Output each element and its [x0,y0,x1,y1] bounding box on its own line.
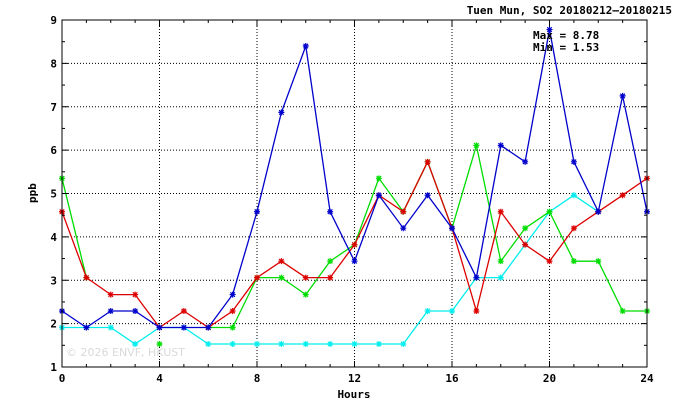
data-point [570,192,577,199]
data-point [546,26,553,33]
data-point [595,208,602,215]
data-point [619,192,626,199]
data-point [229,291,236,298]
data-point [473,308,480,315]
data-point [229,341,236,348]
data-point [497,274,504,281]
data-point [375,192,382,199]
chart-title: Tuen Mun, SO2 20180212–20180215 [467,4,672,17]
y-tick-label: 9 [50,14,57,27]
data-point [546,208,553,215]
data-point [449,308,455,315]
x-axis-label: Hours [337,388,370,401]
y-tick-label: 3 [50,274,57,287]
data-point [83,274,90,281]
data-point [229,308,236,315]
max-label: Max = 8.78 [533,29,599,42]
data-point [473,274,480,281]
data-point [351,258,358,265]
y-tick-label: 7 [50,101,57,114]
x-tick-label: 20 [543,372,556,385]
data-point [400,341,407,348]
data-point [180,308,187,315]
y-tick-label: 5 [50,188,57,201]
data-point [302,274,309,281]
data-point [107,308,114,315]
data-point [375,175,382,182]
x-tick-label: 12 [348,372,361,385]
data-point [570,258,577,265]
data-point [278,341,285,348]
series-layer [59,26,650,348]
data-point [278,258,285,265]
y-tick-label: 4 [50,231,57,244]
y-tick-label: 8 [50,57,57,70]
data-point [375,341,382,348]
data-point [205,341,212,348]
data-point [595,258,602,265]
x-tick-label: 0 [59,372,66,385]
data-point [254,208,260,215]
x-tick-label: 16 [445,372,459,385]
data-point [424,192,431,199]
series-1 [59,158,650,331]
y-tick-label: 1 [50,361,57,374]
series-line [62,194,599,345]
series-line [61,178,88,278]
data-point [132,341,139,348]
y-tick-label: 6 [50,144,57,157]
data-point [497,208,504,215]
data-point [424,158,431,165]
data-point [278,274,285,281]
data-point [180,324,187,331]
data-point [156,341,163,348]
data-point [327,258,334,265]
data-point [351,241,358,248]
data-point [327,274,334,281]
data-point [132,308,139,315]
data-point [546,258,553,265]
data-point [424,308,431,315]
data-point [83,324,90,331]
data-point [619,92,626,99]
data-point [278,109,285,116]
min-label: Min = 1.53 [533,41,599,54]
data-point [254,341,260,348]
x-tick-label: 4 [156,372,163,385]
data-point [400,225,407,232]
y-tick-label: 2 [50,318,57,331]
data-point [522,241,529,248]
data-point [351,341,358,348]
data-point [132,291,139,298]
data-point [327,208,334,215]
x-tick-label: 24 [640,372,654,385]
data-point [522,225,529,232]
data-point [570,158,577,165]
data-point [570,225,577,232]
data-point [400,208,407,215]
axis-ticks [61,19,648,368]
x-tick-label: 8 [254,372,261,385]
data-point [473,142,480,149]
data-point [107,324,114,331]
grid [62,20,647,367]
data-point [254,274,260,281]
data-point [302,341,309,348]
data-point [497,142,504,149]
data-point [156,324,163,331]
data-point [302,43,309,50]
data-point [327,341,334,348]
data-point [619,308,626,315]
data-point [205,324,212,331]
data-point [497,258,504,265]
data-point [229,324,236,331]
data-point [302,291,309,298]
y-axis-label: ppb [26,183,39,203]
data-point [449,225,455,232]
data-point [107,291,114,298]
watermark: © 2026 ENVF, HKUST [66,346,185,359]
data-point [522,158,529,165]
